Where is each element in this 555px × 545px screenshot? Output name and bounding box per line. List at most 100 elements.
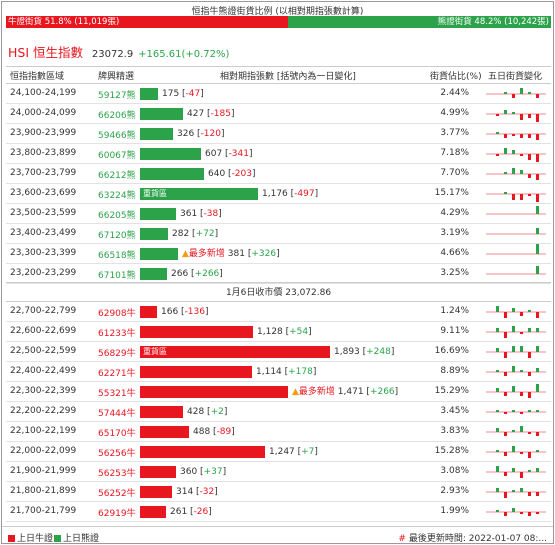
sparkline-bar [504,312,507,318]
five-day-sparkline [486,206,546,215]
sparkline-bar [528,310,531,312]
warrant-code-link[interactable]: 60067熊 [98,151,136,161]
index-change: +165.61(+0.72%) [138,49,230,60]
pct-cell: 3.25% [440,268,469,278]
header-contracts: 相對期指張數 [括號內為一日變化] [220,72,356,82]
five-day-sparkline [486,366,546,376]
range-cell: 23,900-23,999 [10,128,77,138]
contracts-bar [140,306,157,318]
contracts-bar [140,466,176,478]
sparkline-bar [512,326,515,332]
sparkline-bar [520,194,523,200]
sparkline-bar [528,328,531,332]
sparkline-bar [528,432,531,434]
contracts-bar [140,88,158,100]
table-row: 22,000-22,099 56256牛 1,247 [+7] 15.28% [6,442,551,462]
table-row: 23,400-23,499 67120熊 282 [+72] 3.19% [6,224,551,244]
warrant-code-link[interactable]: 67101熊 [98,271,136,281]
sparkline-bar [536,134,539,140]
warrant-code-link[interactable]: 59127熊 [98,91,136,101]
contracts-value: 427 [-185] [187,109,235,119]
warrant-code-link[interactable]: 63224熊 [98,191,136,201]
legend-bull-label: 上日牛證 [17,534,54,544]
sparkline-bar [496,154,499,156]
range-cell: 24,100-24,199 [10,88,77,98]
warrant-code-link[interactable]: 65170牛 [98,429,136,439]
pct-cell: 3.45% [440,406,469,416]
warrant-code-link[interactable]: 62271牛 [98,369,136,379]
sparkline-bar [496,306,499,312]
five-day-sparkline [486,110,546,122]
sparkline-bar [528,452,531,458]
table-row: 21,800-21,899 56252牛 314 [-32] 2.93% [6,482,551,502]
warrant-code-link[interactable]: 56252牛 [98,489,136,499]
pct-cell: 4.29% [440,208,469,218]
index-header: HSI 恒生指數 23072.9 +165.61(+0.72%) [8,42,229,61]
table-row: 22,400-22,499 62271牛 1,114 [+178] 8.89% [6,362,551,382]
pct-cell: 7.18% [440,148,469,158]
delta-value: -26 [193,507,209,517]
table-row: 23,200-23,299 67101熊 266 [+266] 3.25% [6,264,551,284]
warrant-code-link[interactable]: 67120熊 [98,231,136,241]
warrant-code-link[interactable]: 56253牛 [98,469,136,479]
contracts-value: 266 [+266] [171,269,223,279]
sparkline-bar [528,352,531,358]
sparkline-bar [496,488,499,492]
table-row: 22,600-22,699 61233牛 1,128 [+54] 9.11% [6,322,551,342]
sparkline-bar [504,472,507,476]
five-day-sparkline [486,446,546,458]
sparkline-bar [512,508,515,512]
table-row: 23,900-23,999 59466熊 326 [-120] 3.77% [6,124,551,144]
warrant-code-link[interactable]: 66205熊 [98,211,136,221]
contracts-value: ▲最多新增 1,471 [+266] [292,387,399,397]
warrant-code-link[interactable]: 66212熊 [98,171,136,181]
index-name[interactable]: HSI 恒生指數 [8,45,83,60]
range-cell: 23,400-23,499 [10,228,77,238]
pct-cell: 15.29% [434,386,469,396]
warrant-code-link[interactable]: 66518熊 [98,251,136,261]
delta-value: -38 [203,209,219,219]
pct-cell: 3.08% [440,466,469,476]
sparkline-bar [520,114,523,120]
sparkline-bar [536,384,539,392]
range-cell: 21,700-21,799 [10,506,77,516]
sparkline-bar [496,510,499,512]
five-day-sparkline [486,384,546,398]
range-cell: 22,200-22,299 [10,406,77,416]
sparkline-bar [496,370,499,372]
warrant-code-link[interactable]: 59466熊 [98,131,136,141]
warrant-code-link[interactable]: 66206熊 [98,111,136,121]
sparkline-bar [520,312,523,316]
sparkline-bar [536,312,539,318]
sparkline-bar [536,432,539,436]
warrant-code-link[interactable]: 57444牛 [98,409,136,419]
warrant-code-link[interactable]: 55321牛 [98,389,136,399]
warrant-code-link[interactable]: 61233牛 [98,329,136,339]
five-day-sparkline [486,88,546,98]
warrant-code-link[interactable]: 56256牛 [98,449,136,459]
contracts-bar [140,446,265,458]
sparkline-bar [496,328,499,332]
range-cell: 22,600-22,699 [10,326,77,336]
delta-value: -185 [210,109,231,119]
sparkline-bar [528,114,531,118]
five-day-sparkline [486,410,546,414]
warrant-code-link[interactable]: 62919牛 [98,509,136,519]
pct-cell: 1.99% [440,506,469,516]
sparkline-bar [496,466,499,472]
delta-value: -203 [231,169,252,179]
sparkline-bar [528,194,531,196]
five-day-sparkline [486,148,546,162]
delta-value: +37 [203,467,223,477]
sparkline-bar [504,512,507,516]
warrant-code-link[interactable]: 56829牛 [98,349,136,359]
sparkline-bar [496,348,499,352]
warrant-code-link[interactable]: 62908牛 [98,309,136,319]
sparkline-bar [512,346,515,352]
delta-value: +326 [251,249,277,259]
pct-cell: 16.69% [434,346,469,356]
contracts-bar [140,228,168,240]
table-row: 21,900-21,999 56253牛 360 [+37] 3.08% [6,462,551,482]
sparkline-bar [512,410,515,412]
sparkline-bar [504,134,507,138]
